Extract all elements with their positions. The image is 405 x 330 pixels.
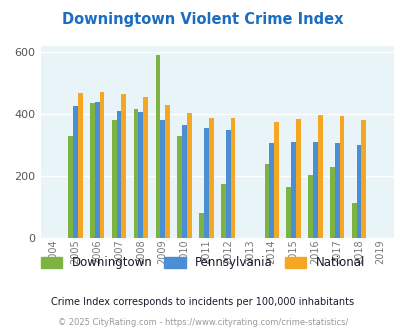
Legend: Downingtown, Pennsylvania, National: Downingtown, Pennsylvania, National xyxy=(38,253,367,273)
Bar xyxy=(286,187,290,238)
Bar xyxy=(225,130,230,238)
Bar xyxy=(112,120,116,238)
Bar xyxy=(317,115,322,238)
Bar xyxy=(182,125,186,238)
Bar xyxy=(339,115,343,238)
Bar xyxy=(198,213,203,238)
Bar xyxy=(155,55,160,238)
Bar xyxy=(121,94,126,238)
Bar xyxy=(133,110,138,238)
Bar xyxy=(312,142,317,238)
Bar xyxy=(230,118,235,238)
Text: Crime Index corresponds to incidents per 100,000 inhabitants: Crime Index corresponds to incidents per… xyxy=(51,297,354,307)
Bar xyxy=(100,92,104,238)
Bar xyxy=(90,103,95,238)
Bar xyxy=(351,203,356,238)
Bar xyxy=(295,119,300,238)
Bar xyxy=(186,113,191,238)
Bar xyxy=(360,120,365,238)
Bar xyxy=(78,92,83,238)
Bar xyxy=(160,120,165,238)
Bar xyxy=(208,118,213,238)
Bar xyxy=(290,142,295,238)
Bar xyxy=(220,183,225,238)
Bar xyxy=(177,136,182,238)
Bar xyxy=(356,145,360,238)
Bar xyxy=(73,106,78,238)
Bar xyxy=(307,175,312,238)
Bar xyxy=(165,106,169,238)
Bar xyxy=(138,112,143,238)
Bar xyxy=(329,167,334,238)
Text: Downingtown Violent Crime Index: Downingtown Violent Crime Index xyxy=(62,12,343,26)
Bar xyxy=(264,163,269,238)
Bar xyxy=(269,143,273,238)
Bar xyxy=(143,97,148,238)
Bar xyxy=(203,128,208,238)
Bar xyxy=(95,102,100,238)
Bar xyxy=(68,136,73,238)
Bar xyxy=(334,143,339,238)
Text: © 2025 CityRating.com - https://www.cityrating.com/crime-statistics/: © 2025 CityRating.com - https://www.city… xyxy=(58,318,347,327)
Bar xyxy=(116,111,121,238)
Bar xyxy=(273,122,278,238)
